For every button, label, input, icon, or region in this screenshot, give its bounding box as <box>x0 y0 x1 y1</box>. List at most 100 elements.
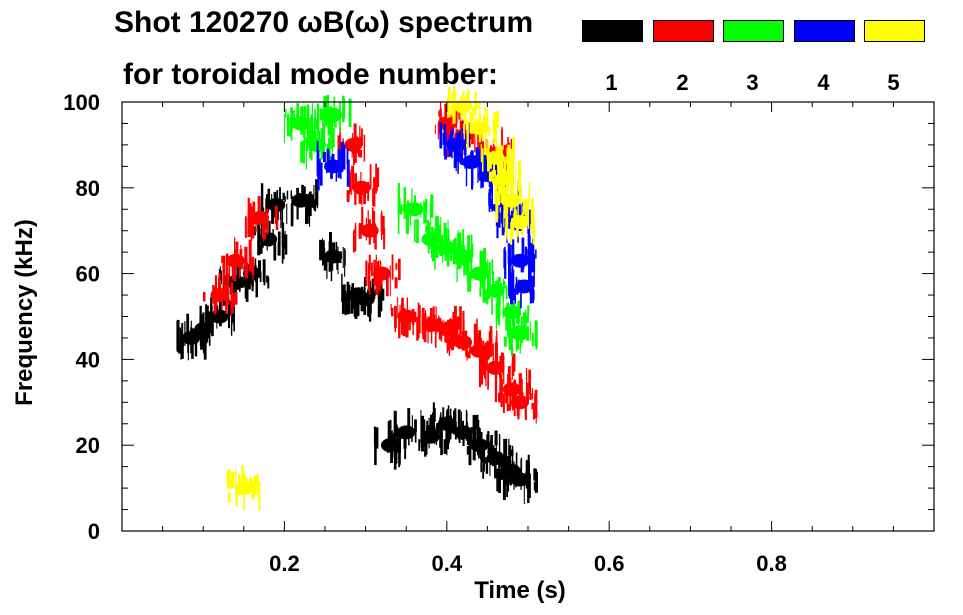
spectrum-mark <box>451 92 454 117</box>
spectrum-mark <box>261 212 264 238</box>
legend-swatch-3 <box>723 20 784 42</box>
spectrum-mark <box>505 316 508 331</box>
spectrum-mark <box>205 315 207 326</box>
spectrum-mark <box>319 162 323 186</box>
spectrum-mark <box>484 107 486 131</box>
spectrum-mark <box>351 165 355 190</box>
spectrum-mark <box>455 101 458 124</box>
spectrum-mark <box>492 343 494 365</box>
spectrum-mark <box>332 242 335 257</box>
data-point <box>259 232 278 247</box>
spectrum-mark <box>463 255 466 276</box>
spectrum-mark <box>255 219 257 233</box>
spectrum-mark <box>491 259 494 275</box>
spectrum-mark <box>452 239 456 265</box>
spectrum-mark <box>281 222 285 246</box>
spectrum-mark <box>452 110 455 124</box>
spectrum-mark <box>380 213 383 232</box>
spectrum-mark <box>487 440 489 454</box>
spectrum-mark <box>483 449 485 472</box>
spectrum-mark <box>466 119 469 149</box>
spectrum-mark <box>445 416 447 448</box>
spectrum-mark <box>435 306 437 329</box>
spectrum-mark <box>515 452 518 469</box>
spectrum-mark <box>502 287 504 318</box>
spectrum-mark <box>461 128 464 149</box>
spectrum-mark <box>446 322 449 344</box>
legend-mode-number-5: 5 <box>887 70 900 95</box>
spectrum-mark <box>526 382 529 404</box>
spectrum-mark <box>316 141 319 173</box>
spectrum-mark <box>447 95 449 119</box>
spectrum-mark <box>343 98 346 119</box>
spectrum-mark <box>527 235 531 268</box>
spectrum-mark <box>380 283 383 312</box>
spectrum-mark <box>511 287 515 301</box>
spectrum-mark <box>433 425 436 438</box>
spectrum-mark <box>486 148 488 156</box>
spectrum-mark <box>434 247 436 270</box>
spectrum-mark <box>296 198 299 220</box>
data-point <box>324 249 343 264</box>
spectrum-mark <box>331 130 333 162</box>
spectrum-mark <box>457 232 461 260</box>
spectrum-mark <box>444 130 446 155</box>
spectrum-mark <box>501 352 504 366</box>
spectrum-mark <box>505 285 508 299</box>
spectrum-mark <box>273 238 277 261</box>
axis-ticks: 0.2 0.4 0.6 0.8 0 20 40 60 80 100 <box>63 90 934 576</box>
spectrum-mark <box>468 435 472 466</box>
spectrum-mark <box>354 222 357 251</box>
spectrum-mark <box>381 215 385 235</box>
spectrum-mark <box>237 280 241 288</box>
spectrum-mark <box>462 310 465 338</box>
spectrum-mark <box>496 330 498 357</box>
data-point <box>397 425 416 440</box>
spectrum-mark <box>506 148 508 164</box>
spectrum-mark <box>176 334 179 352</box>
spectrum-mark <box>279 204 282 220</box>
spectrum-mark <box>375 182 377 192</box>
spectrum-mark <box>488 162 492 169</box>
spectrum-mark <box>229 300 232 316</box>
data-point <box>324 159 343 174</box>
spectrum-marks <box>176 86 538 511</box>
spectrum-mark <box>339 128 341 157</box>
spectrum-mark <box>470 150 474 160</box>
spectrum-mark <box>458 110 460 120</box>
spectrum-mark <box>468 271 472 292</box>
spectrum-mark <box>483 144 487 155</box>
spectrum-mark <box>453 91 457 109</box>
spectrum-mark <box>376 167 378 192</box>
spectrum-mark <box>513 409 516 416</box>
spectrum-mark <box>531 275 534 304</box>
spectrum-mark <box>508 445 512 476</box>
spectrum-mark <box>267 277 270 289</box>
spectrum-mark <box>279 187 281 205</box>
spectrum-mark <box>511 265 514 275</box>
spectrum-mark <box>354 173 357 185</box>
spectrum-mark <box>482 447 484 464</box>
spectrum-mark <box>394 308 397 333</box>
spectrum-mark <box>391 254 394 280</box>
spectrum-mark <box>479 447 482 458</box>
spectrum-mark <box>521 237 525 270</box>
spectrum-mark <box>462 229 465 258</box>
spectrum-mark <box>478 330 482 356</box>
spectrum-mark <box>494 430 498 446</box>
spectrum-mark <box>417 310 421 334</box>
spectrum-mark <box>314 199 317 212</box>
legend-swatch-4 <box>794 20 855 42</box>
spectrum-mark <box>257 489 260 498</box>
data-point <box>267 197 286 212</box>
spectrum-mark <box>479 373 483 385</box>
spectrum-mark <box>329 143 331 160</box>
spectrum-mark <box>353 298 356 317</box>
spectrum-mark <box>475 101 479 109</box>
spectrum-mark <box>480 443 483 473</box>
spectrum-mark <box>479 357 481 388</box>
spectrum-mark <box>322 121 325 152</box>
spectrum-mark <box>461 153 463 165</box>
data-point <box>502 305 521 320</box>
spectrum-mark <box>302 124 305 138</box>
